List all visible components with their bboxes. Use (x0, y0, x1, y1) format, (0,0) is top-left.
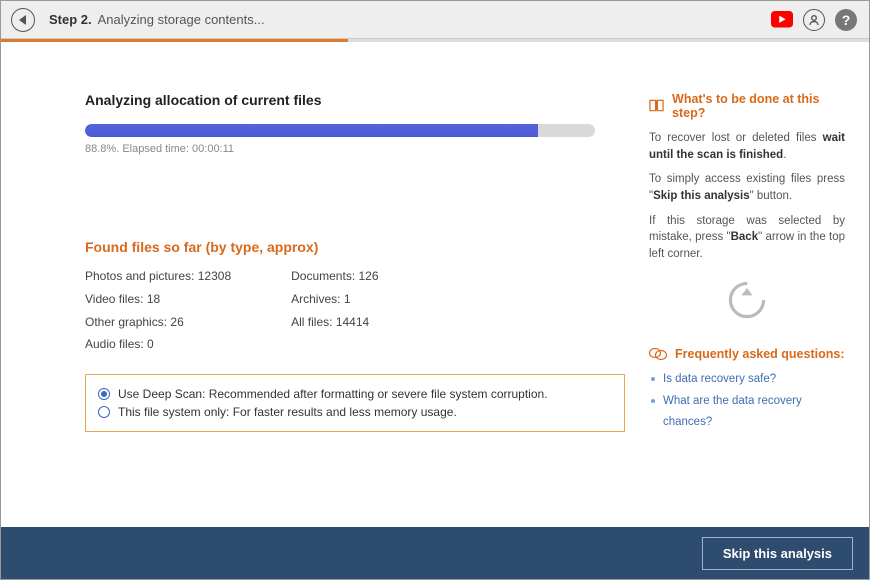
sidebar-p1: To recover lost or deleted files wait un… (649, 130, 845, 163)
found-row: Audio files: 0 (85, 333, 231, 356)
option-deep-scan[interactable]: Use Deep Scan: Recommended after formatt… (98, 387, 612, 401)
found-files-grid: Photos and pictures: 12308 Video files: … (85, 265, 625, 356)
step-description: Analyzing storage contents... (98, 12, 265, 27)
spinner-icon (724, 277, 770, 323)
radio-icon (98, 406, 110, 418)
youtube-icon[interactable] (771, 9, 793, 31)
sidebar-p2: To simply access existing files press "S… (649, 171, 845, 204)
found-row: Other graphics: 26 (85, 311, 231, 334)
account-icon[interactable] (803, 9, 825, 31)
found-row: Documents: 126 (291, 265, 378, 288)
scan-options-box: Use Deep Scan: Recommended after formatt… (85, 374, 625, 432)
elapsed-label: Elapsed time: (122, 143, 189, 155)
option-label: Use Deep Scan: Recommended after formatt… (118, 387, 548, 401)
sidebar-p3: If this storage was selected by mistake,… (649, 213, 845, 263)
found-col-1: Photos and pictures: 12308 Video files: … (85, 265, 231, 356)
progress-title: Analyzing allocation of current files (85, 92, 625, 108)
found-files-title: Found files so far (by type, approx) (85, 239, 625, 255)
wizard-progress-strip (1, 39, 869, 42)
found-col-2: Documents: 126 Archives: 1 All files: 14… (291, 265, 378, 356)
step-number: Step 2. (49, 12, 92, 27)
found-row: All files: 14414 (291, 311, 378, 334)
found-row: Video files: 18 (85, 288, 231, 311)
faq-link-safe[interactable]: Is data recovery safe? (663, 369, 845, 391)
back-button[interactable] (11, 8, 35, 32)
progress-bar-fill (85, 124, 538, 137)
faq-link-chances[interactable]: What are the data recovery chances? (663, 391, 845, 435)
radio-icon (98, 388, 110, 400)
progress-bar-track (85, 124, 595, 137)
progress-percent: 88.8%. (85, 143, 119, 155)
help-icon[interactable]: ? (835, 9, 857, 31)
faq-heading: Frequently asked questions: (649, 347, 845, 361)
faq-list: Is data recovery safe? What are the data… (649, 369, 845, 435)
skip-analysis-button[interactable]: Skip this analysis (702, 537, 853, 570)
elapsed-value: 00:00:11 (192, 143, 234, 155)
footer-bar: Skip this analysis (1, 527, 869, 579)
chat-icon (649, 347, 667, 361)
arrow-left-icon (19, 15, 26, 25)
progress-text: 88.8%. Elapsed time: 00:00:11 (85, 143, 595, 155)
found-row: Photos and pictures: 12308 (85, 265, 231, 288)
wizard-progress-fill (1, 39, 348, 42)
book-icon (649, 99, 664, 113)
header-bar: Step 2. Analyzing storage contents... ? (1, 1, 869, 39)
option-this-fs-only[interactable]: This file system only: For faster result… (98, 405, 612, 419)
sidebar-whats-heading: What's to be done at this step? (649, 92, 845, 120)
found-row: Archives: 1 (291, 288, 378, 311)
option-label: This file system only: For faster result… (118, 405, 457, 419)
main-content: Analyzing allocation of current files 88… (1, 42, 649, 527)
sidebar: What's to be done at this step? To recov… (649, 42, 869, 527)
